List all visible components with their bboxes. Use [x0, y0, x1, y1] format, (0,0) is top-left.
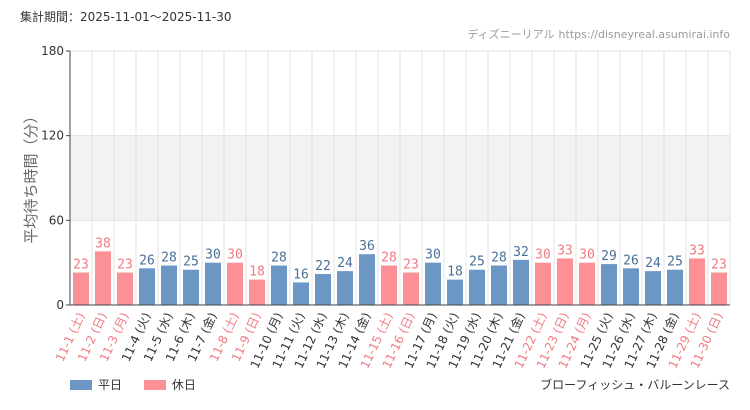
data-label: 29 [601, 249, 617, 264]
bar[interactable] [117, 272, 133, 305]
bar[interactable] [601, 264, 617, 305]
data-label: 16 [293, 267, 309, 282]
data-label: 22 [315, 259, 331, 274]
data-label: 38 [95, 236, 111, 251]
data-label: 25 [469, 255, 485, 270]
legend-item-holiday[interactable]: 休日 [143, 376, 196, 393]
data-label: 30 [535, 248, 551, 263]
data-label: 25 [667, 255, 683, 270]
data-label: 23 [117, 258, 133, 273]
y-tick-label: 120 [41, 129, 64, 143]
bar[interactable] [579, 262, 595, 305]
data-label: 28 [161, 250, 177, 265]
legend-swatch-weekday [70, 379, 92, 390]
source-name: ディズニーリアル [467, 28, 555, 41]
data-label: 28 [491, 250, 507, 265]
bar[interactable] [205, 262, 221, 305]
bar[interactable] [227, 262, 243, 305]
bar[interactable] [513, 259, 529, 305]
data-label: 28 [381, 250, 397, 265]
bar[interactable] [535, 262, 551, 305]
bar[interactable] [293, 282, 309, 305]
bar[interactable] [249, 279, 265, 305]
legend-item-weekday[interactable]: 平日 [70, 376, 122, 393]
bar[interactable] [271, 265, 287, 305]
bar[interactable] [469, 269, 485, 305]
data-label: 30 [579, 248, 595, 263]
bar[interactable] [689, 258, 705, 305]
bar[interactable] [73, 272, 89, 305]
bar[interactable] [447, 279, 463, 305]
bar[interactable] [711, 272, 727, 305]
source-credit: ディズニーリアル https://disneyreal.asumirai.info [467, 26, 730, 42]
bar[interactable] [623, 268, 639, 305]
bar[interactable] [425, 262, 441, 305]
data-label: 32 [513, 245, 529, 260]
bar[interactable] [183, 269, 199, 305]
legend: 平日 休日 [70, 376, 214, 393]
y-axis-label: 平均待ち時間（分） [22, 108, 40, 243]
data-label: 23 [403, 258, 419, 273]
bar[interactable] [139, 268, 155, 305]
bar[interactable] [403, 272, 419, 305]
y-tick-label: 0 [56, 298, 64, 312]
bar[interactable] [381, 265, 397, 305]
data-label: 26 [139, 253, 155, 268]
data-label: 23 [711, 258, 727, 273]
bar[interactable] [95, 251, 111, 305]
data-label: 33 [689, 243, 705, 258]
legend-label-weekday: 平日 [98, 378, 123, 392]
bar[interactable] [161, 265, 177, 305]
data-label: 30 [227, 248, 243, 263]
bar[interactable] [315, 273, 331, 305]
data-label: 26 [623, 253, 639, 268]
data-label: 18 [447, 265, 463, 280]
bar[interactable] [645, 271, 661, 305]
data-label: 24 [337, 256, 353, 271]
period-label: 集計期間：2025-11-01～2025-11-30 [20, 10, 232, 24]
data-label: 30 [205, 248, 221, 263]
data-label: 24 [645, 256, 661, 271]
legend-label-holiday: 休日 [171, 378, 196, 392]
legend-swatch-holiday [143, 379, 166, 390]
data-label: 33 [557, 243, 573, 258]
attraction-name: ブローフィッシュ・バルーンレース [540, 378, 730, 392]
source-url: https://disneyreal.asumirai.info [558, 28, 730, 41]
data-label: 18 [249, 265, 265, 280]
y-tick-label: 180 [41, 44, 64, 58]
bar[interactable] [491, 265, 507, 305]
bar[interactable] [359, 254, 375, 305]
bar[interactable] [337, 271, 353, 305]
data-label: 28 [271, 250, 287, 265]
data-label: 36 [359, 239, 375, 254]
data-label: 25 [183, 255, 199, 270]
bar[interactable] [667, 269, 683, 305]
y-tick-label: 60 [49, 213, 64, 227]
bar[interactable] [557, 258, 573, 305]
data-label: 30 [425, 248, 441, 263]
data-label: 23 [73, 258, 89, 273]
